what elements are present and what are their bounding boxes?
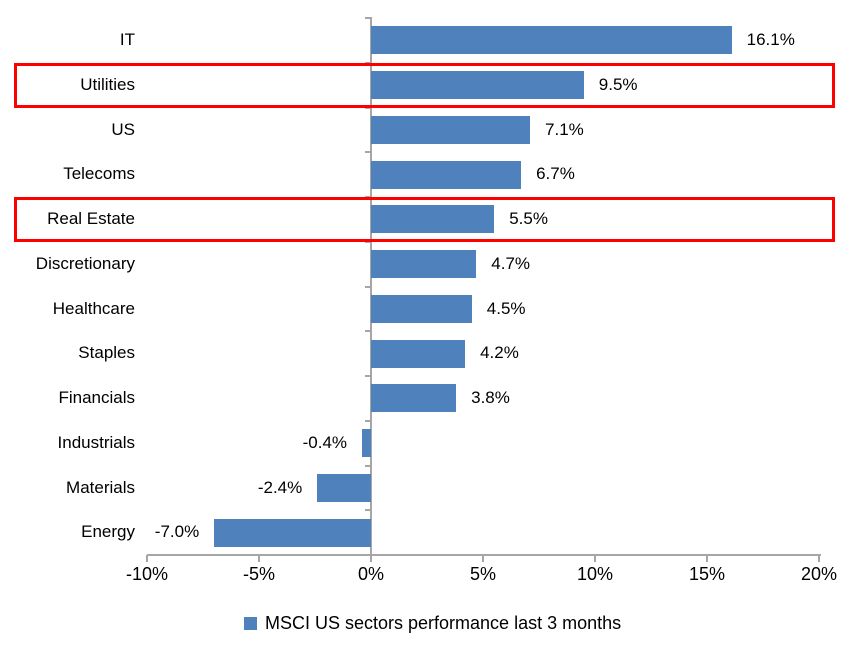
category-axis-label: Real Estate [47,209,135,228]
value-axis-line [147,554,821,556]
bar-value-label: 16.1% [746,30,795,49]
category-axis-label: Telecoms [63,164,135,184]
value-axis-tick [482,555,484,562]
value-axis-tick-label: 10% [576,564,614,584]
bar-value-label: 4.5% [486,298,526,318]
category-axis-tick [365,419,372,422]
category-axis-tick [365,554,372,556]
bar-value-label: -0.4% [302,432,348,452]
bar-materials [317,473,371,502]
bar-us [371,115,531,144]
bar-staples [371,339,466,368]
bar-telecoms [371,160,522,189]
value-axis-tick-label: 0% [357,564,384,584]
category-axis-label: Healthcare [52,298,135,318]
category-axis-tick [365,330,372,333]
category-axis-tick [365,61,372,64]
value-axis-tick [258,555,260,562]
legend-label: MSCI US sectors performance last 3 month… [265,612,622,633]
bar-value-label: 3.8% [471,388,510,407]
category-axis-label: Industrials [57,432,135,452]
value-axis-tick [594,555,596,562]
category-axis-label: Discretionary [35,253,135,273]
bar-utilities [371,71,584,100]
bar-real-estate [371,205,495,234]
category-axis-label: Energy [81,522,135,542]
value-axis-tick-label: 15% [688,564,726,584]
legend-marker-swatch [244,616,257,630]
value-axis-tick [146,555,148,562]
bar-healthcare [371,294,472,323]
value-axis-tick-label: -5% [242,564,275,584]
bar-value-label: -2.4% [257,477,303,497]
category-axis-tick [365,464,372,467]
category-axis-label: US [111,119,135,139]
bar-industrials [362,429,371,458]
bar-value-label: 4.7% [491,253,531,273]
bar-value-label: -7.0% [154,522,200,542]
category-axis-tick [365,509,372,512]
category-axis-tick [365,106,372,109]
category-axis-label: IT [119,30,135,49]
category-axis-label: Materials [66,477,135,497]
category-axis-tick [365,196,372,198]
category-axis-tick [365,17,372,19]
bar-value-label: 6.7% [536,164,575,184]
value-axis-tick-label: -10% [125,564,169,584]
bar-value-label: 5.5% [509,209,548,228]
value-axis-tick-label: 20% [800,564,838,584]
bar-financials [371,384,457,413]
bar-energy [214,518,371,547]
bar-it [371,26,732,55]
value-axis-tick [706,555,708,562]
category-axis-tick [365,151,372,154]
value-axis-tick [818,555,820,562]
category-axis-label: Staples [78,343,135,363]
category-axis-tick [365,240,372,243]
category-axis-label: Financials [58,388,135,407]
bar-value-label: 4.2% [480,343,519,363]
category-axis-tick [365,285,372,288]
bar-value-label: 9.5% [598,74,638,94]
value-axis-tick [370,555,372,562]
category-axis-tick [365,375,372,377]
bar-discretionary [371,250,477,279]
value-axis-tick-label: 5% [469,564,496,584]
bar-value-label: 7.1% [545,119,584,139]
legend: MSCI US sectors performance last 3 month… [244,610,621,636]
category-axis-label: Utilities [80,74,135,94]
